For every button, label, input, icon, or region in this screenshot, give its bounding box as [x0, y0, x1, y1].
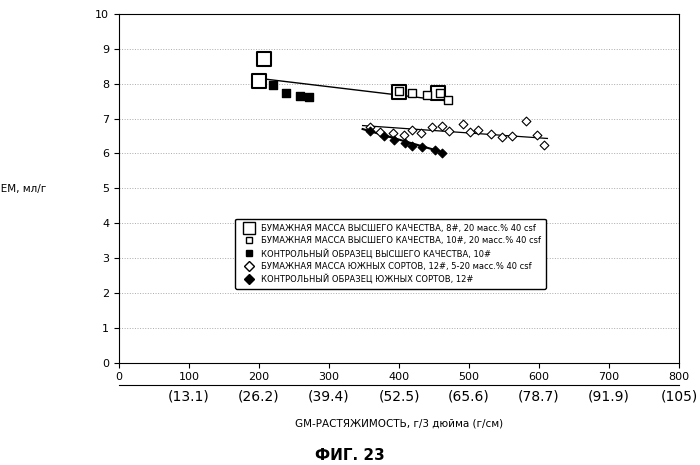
Point — [507, 132, 518, 140]
Point — [421, 92, 433, 99]
Point — [378, 132, 389, 140]
Point — [267, 81, 279, 88]
Point — [538, 141, 550, 148]
Point — [406, 142, 417, 150]
Point — [416, 129, 427, 136]
Point — [406, 126, 417, 133]
Point — [398, 132, 409, 139]
X-axis label: GM-РАСТЯЖИМОСТЬ, г/3 дюйма (г/см): GM-РАСТЯЖИМОСТЬ, г/3 дюйма (г/см) — [295, 418, 503, 429]
Point — [496, 133, 507, 140]
Point — [430, 146, 441, 154]
Point — [399, 140, 410, 147]
Point — [444, 127, 455, 134]
Point — [389, 137, 400, 144]
Point — [304, 93, 315, 101]
Point — [531, 132, 542, 139]
Text: ФИГ. 23: ФИГ. 23 — [315, 448, 385, 463]
Point — [458, 120, 469, 127]
Point — [393, 88, 405, 95]
Point — [406, 90, 417, 97]
Point — [374, 128, 386, 136]
Point — [426, 124, 438, 131]
Point — [258, 55, 270, 62]
Point — [521, 118, 532, 125]
Point — [294, 92, 305, 100]
Point — [437, 149, 448, 157]
Point — [465, 128, 476, 136]
Point — [473, 126, 484, 133]
Point — [253, 78, 265, 85]
Point — [364, 127, 375, 134]
Point — [388, 130, 399, 137]
Point — [280, 89, 291, 97]
Point — [364, 124, 375, 131]
Point — [416, 143, 428, 151]
Legend: БУМАЖНАЯ МАССА ВЫСШЕГО КАЧЕСТВА, 8#, 20 масс.% 40 csf, БУМАЖНАЯ МАССА ВЫСШЕГО КА: БУМАЖНАЯ МАССА ВЫСШЕГО КАЧЕСТВА, 8#, 20 … — [235, 219, 546, 289]
Y-axis label: УДЕЛЬНЫЙ ОБЪЕМ, мл/г: УДЕЛЬНЫЙ ОБЪЕМ, мл/г — [0, 182, 46, 194]
Point — [432, 89, 443, 97]
Point — [437, 123, 448, 130]
Point — [486, 131, 497, 138]
Point — [393, 87, 405, 94]
Point — [442, 97, 454, 104]
Point — [434, 89, 445, 97]
